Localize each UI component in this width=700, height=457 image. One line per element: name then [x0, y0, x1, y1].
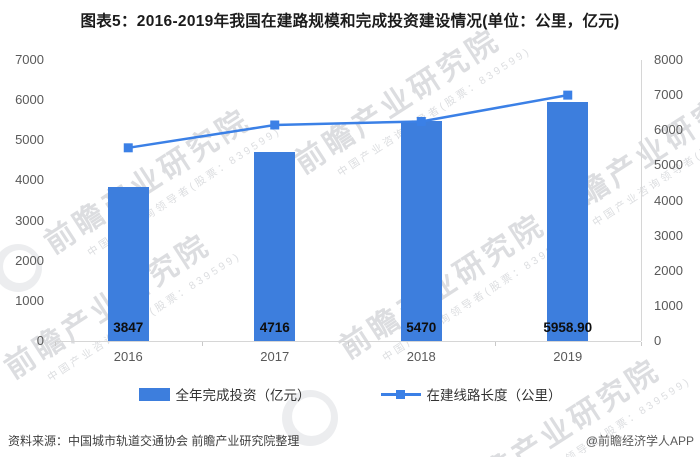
watermark-logo-icon	[0, 244, 42, 292]
line-marker-icon	[270, 120, 280, 130]
y-axis-right-label: 4000	[654, 192, 683, 208]
y-axis-left-label: 3000	[15, 212, 44, 228]
y-axis-right-label: 6000	[654, 122, 683, 138]
x-axis-tick	[55, 342, 56, 346]
bar-2019	[547, 101, 589, 341]
bar-2018	[400, 121, 442, 341]
bar-swatch-icon	[138, 387, 170, 401]
right-axis-line	[641, 60, 642, 341]
y-axis-left-label: 6000	[15, 92, 44, 108]
y-axis-right-label: 8000	[654, 52, 683, 67]
x-axis-category-label: 2018	[406, 349, 436, 364]
x-axis-tick	[494, 342, 496, 346]
y-axis-left-label: 5000	[15, 132, 44, 148]
x-axis-tick	[348, 342, 349, 346]
data-source-text: 资料来源：中国城市轨道交通协会 前瞻产业研究院整理	[8, 434, 300, 448]
bar-value-label: 3847	[113, 320, 144, 335]
line-marker-icon	[123, 143, 133, 153]
y-axis-left-label: 4000	[15, 172, 44, 188]
y-axis-right-label: 3000	[654, 227, 683, 243]
legend-item-bar: 全年完成投资（亿元）	[138, 384, 311, 404]
bar-value-label: 5470	[406, 320, 437, 335]
line-marker-icon	[563, 90, 573, 100]
y-axis-right-label: 7000	[654, 87, 683, 103]
chart-title: 图表5：2016-2019年我国在建路规模和完成投资建设情况(单位：公里，亿元)	[80, 13, 620, 30]
line-swatch-icon	[380, 388, 421, 401]
bar-value-label: 5958.90	[543, 320, 593, 335]
x-axis-tick	[641, 342, 642, 346]
bar-2016	[107, 186, 149, 341]
x-axis-category-label: 2017	[260, 349, 290, 364]
x-axis-line	[55, 341, 641, 342]
bar-value-label: 4716	[259, 320, 290, 335]
x-axis-category-label: 2019	[553, 349, 583, 364]
legend-line-label: 在建线路长度（公里）	[426, 388, 562, 403]
legend: 全年完成投资（亿元） 在建线路长度（公里）	[0, 384, 700, 404]
bar-2017	[254, 151, 296, 341]
y-axis-left-label: 7000	[15, 52, 44, 67]
legend-bar-label: 全年完成投资（亿元）	[175, 388, 311, 403]
legend-item-line: 在建线路长度（公里）	[380, 384, 562, 404]
y-axis-right-label: 1000	[654, 297, 683, 313]
y-axis-left-label: 1000	[15, 292, 44, 308]
y-axis-right-label: 0	[654, 333, 662, 348]
y-axis-right-label: 5000	[654, 157, 683, 173]
y-axis-left-label: 2000	[15, 252, 44, 268]
watermark-logo-icon	[282, 390, 338, 446]
x-axis-tick	[201, 342, 203, 346]
line-marker-icon	[416, 116, 426, 126]
y-axis-left-label: 0	[36, 333, 44, 348]
credit-text: @前瞻经济学人APP	[585, 434, 694, 448]
x-axis-category-label: 2016	[113, 349, 143, 364]
y-axis-right-label: 2000	[654, 262, 683, 278]
